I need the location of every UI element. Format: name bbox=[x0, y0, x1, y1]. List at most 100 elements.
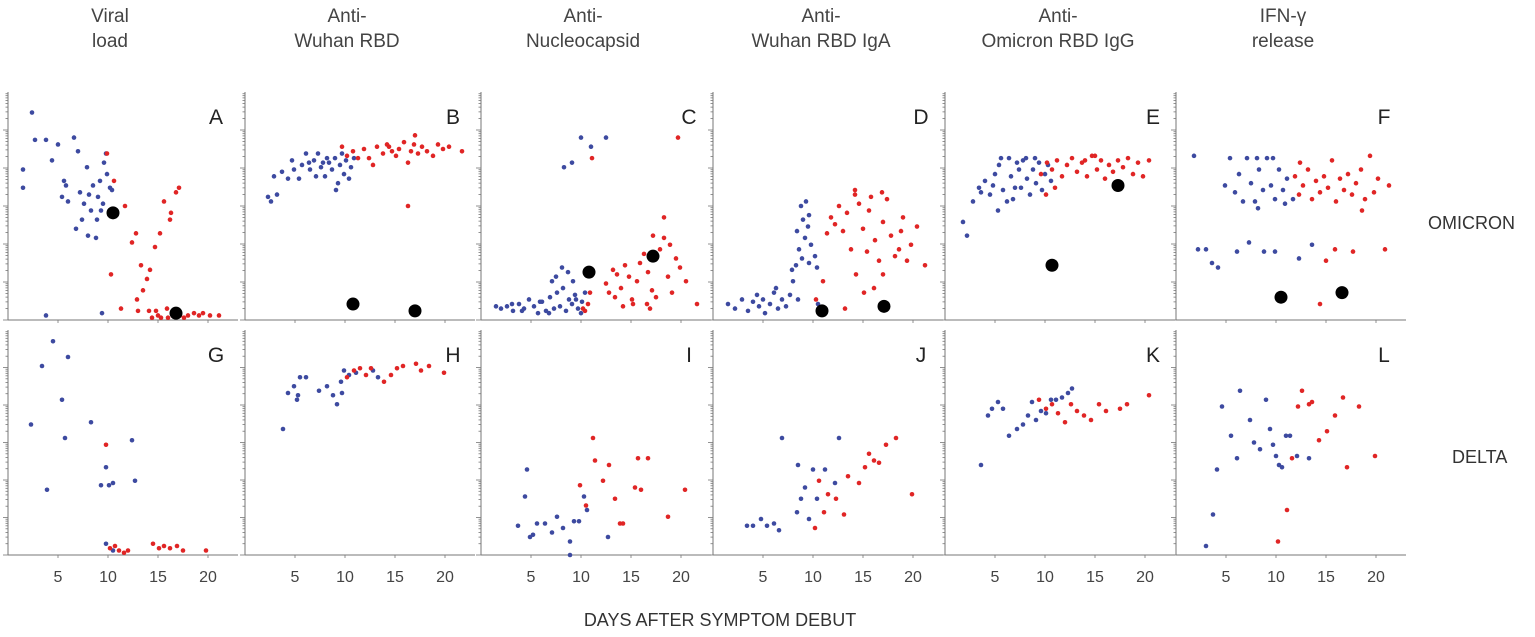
point-red bbox=[866, 208, 872, 213]
point-blue bbox=[575, 306, 581, 311]
point-blue bbox=[1203, 247, 1209, 252]
point-blue bbox=[572, 292, 578, 298]
point-red bbox=[861, 290, 867, 295]
panel-letter-D: D bbox=[913, 106, 928, 129]
point-red bbox=[888, 233, 894, 238]
x-tick-label: 10 bbox=[1036, 569, 1054, 586]
point-blue bbox=[1280, 187, 1286, 193]
point-red bbox=[1054, 158, 1060, 163]
point-blue bbox=[560, 525, 566, 531]
point-red bbox=[1321, 174, 1327, 179]
column-title-line2: release bbox=[1251, 31, 1315, 52]
point-red bbox=[1098, 158, 1104, 163]
point-red bbox=[104, 151, 110, 156]
point-blue bbox=[563, 308, 569, 314]
point-red bbox=[174, 543, 180, 549]
point-blue bbox=[313, 174, 319, 179]
point-blue bbox=[268, 199, 274, 204]
point-red bbox=[146, 308, 152, 314]
point-blue bbox=[1267, 426, 1273, 432]
x-tick-label: 10 bbox=[336, 569, 354, 586]
point-blue bbox=[73, 226, 79, 232]
point-blue bbox=[960, 219, 966, 225]
point-blue bbox=[29, 110, 35, 115]
point-red bbox=[200, 310, 206, 316]
point-blue bbox=[995, 399, 1001, 405]
point-blue bbox=[549, 530, 555, 535]
point-red bbox=[1049, 401, 1055, 407]
point-blue bbox=[43, 137, 49, 143]
point-red bbox=[161, 199, 167, 204]
point-blue bbox=[98, 208, 104, 213]
point-red bbox=[620, 304, 626, 309]
point-blue bbox=[970, 199, 976, 204]
x-tick-label: 15 bbox=[622, 569, 640, 586]
point-blue bbox=[802, 485, 808, 490]
point-blue bbox=[334, 401, 340, 407]
point-blue bbox=[504, 304, 510, 309]
point-blue bbox=[725, 301, 731, 307]
point-red bbox=[196, 313, 202, 318]
column-title-line1: Anti- bbox=[327, 6, 367, 27]
point-blue bbox=[95, 194, 101, 200]
point-blue bbox=[773, 285, 779, 291]
point-red bbox=[1313, 178, 1319, 184]
panel-letter-I: I bbox=[686, 344, 692, 367]
column-title-line2: Wuhan RBD IgA bbox=[751, 31, 891, 52]
point-blue bbox=[776, 527, 782, 533]
point-red bbox=[900, 215, 906, 220]
point-red bbox=[1074, 169, 1080, 175]
point-blue bbox=[565, 269, 571, 275]
point-red bbox=[107, 545, 113, 551]
point-blue bbox=[527, 534, 533, 540]
point-blue bbox=[1252, 199, 1258, 204]
column-title-line1: Anti- bbox=[801, 6, 841, 27]
point-blue bbox=[764, 523, 770, 529]
point-blue bbox=[603, 135, 609, 140]
point-blue bbox=[1042, 171, 1048, 177]
x-tick-label: 20 bbox=[199, 569, 217, 586]
x-tick-label: 5 bbox=[527, 569, 536, 586]
point-blue bbox=[294, 397, 300, 403]
point-red bbox=[842, 306, 848, 311]
point-blue bbox=[982, 178, 988, 184]
panel-letter-E: E bbox=[1146, 106, 1160, 129]
point-red bbox=[661, 215, 667, 220]
point-blue bbox=[516, 301, 522, 307]
point-red bbox=[176, 185, 182, 191]
point-blue bbox=[324, 155, 330, 161]
x-tick-label: 15 bbox=[386, 569, 404, 586]
point-black bbox=[646, 249, 660, 263]
point-blue bbox=[588, 144, 594, 150]
point-red bbox=[135, 308, 141, 314]
panel-letter-B: B bbox=[446, 106, 460, 129]
x-tick-label: 10 bbox=[804, 569, 822, 586]
point-blue bbox=[535, 310, 541, 316]
point-red bbox=[1317, 301, 1323, 307]
point-red bbox=[1102, 176, 1108, 181]
x-tick-label: 20 bbox=[1367, 569, 1385, 586]
point-red bbox=[673, 256, 679, 261]
point-blue bbox=[1273, 453, 1279, 459]
point-blue bbox=[291, 167, 297, 172]
point-red bbox=[1110, 169, 1116, 175]
point-blue bbox=[28, 422, 34, 427]
point-blue bbox=[549, 278, 555, 284]
point-red bbox=[852, 187, 858, 193]
point-blue bbox=[1059, 395, 1065, 400]
point-blue bbox=[1263, 397, 1269, 403]
point-red bbox=[647, 306, 653, 311]
point-blue bbox=[578, 310, 584, 316]
point-blue bbox=[1256, 167, 1262, 172]
point-red bbox=[585, 301, 591, 307]
point-blue bbox=[339, 390, 345, 396]
point-red bbox=[150, 541, 156, 547]
point-red bbox=[191, 310, 197, 316]
point-red bbox=[1358, 167, 1364, 172]
point-red bbox=[419, 144, 425, 150]
point-red bbox=[893, 435, 899, 441]
point-blue bbox=[343, 158, 349, 163]
point-red bbox=[1353, 180, 1359, 186]
point-red bbox=[1382, 247, 1388, 252]
point-blue bbox=[265, 194, 271, 200]
